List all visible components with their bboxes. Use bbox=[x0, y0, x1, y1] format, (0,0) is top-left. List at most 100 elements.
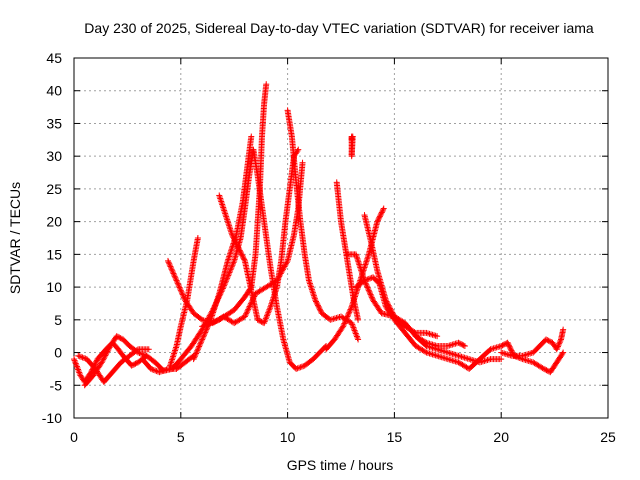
data-point bbox=[266, 306, 273, 313]
series-track-p bbox=[81, 333, 150, 389]
series-outliers bbox=[348, 133, 356, 160]
y-tick-label: -10 bbox=[42, 410, 62, 426]
data-point bbox=[261, 320, 268, 327]
data-point bbox=[540, 365, 547, 372]
data-point bbox=[163, 366, 170, 373]
data-point bbox=[241, 313, 248, 320]
data-point bbox=[355, 316, 362, 323]
data-point bbox=[178, 288, 185, 295]
data-point bbox=[236, 246, 243, 253]
data-point bbox=[342, 317, 349, 324]
data-point bbox=[179, 290, 186, 297]
data-point bbox=[228, 263, 235, 270]
data-point bbox=[100, 355, 107, 362]
data-point bbox=[153, 368, 160, 375]
y-tick-label: 40 bbox=[46, 83, 62, 99]
data-point bbox=[556, 339, 563, 346]
data-point bbox=[79, 354, 86, 361]
series-track-m bbox=[412, 333, 468, 349]
data-point bbox=[234, 242, 241, 249]
data-point bbox=[202, 328, 209, 335]
data-point bbox=[499, 342, 506, 349]
data-point bbox=[300, 363, 307, 370]
data-point bbox=[103, 351, 110, 358]
data-point bbox=[152, 367, 159, 374]
data-point bbox=[539, 365, 546, 372]
data-point bbox=[197, 339, 204, 346]
data-point bbox=[254, 316, 261, 323]
data-point bbox=[559, 350, 566, 357]
data-point bbox=[204, 321, 211, 328]
data-point bbox=[316, 305, 323, 312]
data-point bbox=[140, 351, 147, 358]
data-point bbox=[230, 259, 237, 266]
data-point bbox=[341, 320, 348, 327]
data-point bbox=[168, 266, 175, 273]
data-point bbox=[299, 159, 306, 166]
series-track-f bbox=[199, 81, 270, 330]
data-point bbox=[365, 275, 372, 282]
data-point bbox=[133, 348, 140, 355]
data-point bbox=[75, 366, 82, 373]
data-point bbox=[261, 318, 268, 325]
data-point bbox=[505, 341, 512, 348]
data-point bbox=[560, 349, 567, 356]
data-point bbox=[422, 338, 429, 345]
data-point bbox=[500, 341, 507, 348]
data-point bbox=[93, 358, 100, 365]
data-point bbox=[73, 362, 80, 369]
data-point bbox=[456, 340, 463, 347]
data-point bbox=[375, 279, 382, 286]
data-point bbox=[76, 369, 83, 376]
data-point bbox=[72, 359, 79, 366]
data-point bbox=[339, 324, 346, 331]
data-point bbox=[202, 329, 209, 336]
data-point bbox=[117, 335, 124, 342]
data-point bbox=[283, 259, 290, 266]
y-tick-label: 5 bbox=[54, 312, 62, 328]
data-point bbox=[557, 337, 564, 344]
data-point bbox=[543, 336, 550, 343]
data-point bbox=[195, 344, 202, 351]
data-point bbox=[458, 341, 465, 348]
data-point bbox=[194, 346, 201, 353]
data-point bbox=[265, 309, 272, 316]
data-point bbox=[348, 305, 355, 312]
data-point bbox=[508, 347, 515, 354]
data-point bbox=[194, 235, 201, 241]
data-point bbox=[102, 352, 109, 359]
data-point bbox=[455, 339, 462, 346]
data-point bbox=[237, 248, 244, 255]
data-point bbox=[347, 306, 354, 313]
data-point bbox=[143, 352, 150, 359]
x-axis-tick-labels: 0 5 10 15 20 25 bbox=[70, 429, 616, 445]
data-point bbox=[505, 342, 512, 349]
data-point bbox=[507, 346, 514, 353]
data-point bbox=[149, 366, 156, 373]
data-point bbox=[345, 310, 352, 317]
grid-lines bbox=[74, 58, 608, 418]
data-point bbox=[232, 238, 239, 245]
data-point bbox=[156, 369, 163, 376]
data-point bbox=[135, 349, 142, 356]
data-point bbox=[554, 344, 561, 351]
data-point bbox=[353, 331, 360, 338]
data-point bbox=[234, 243, 241, 250]
series-track-n bbox=[498, 326, 567, 359]
data-point bbox=[498, 356, 505, 363]
data-point bbox=[343, 314, 350, 321]
data-point bbox=[459, 341, 466, 348]
data-point bbox=[175, 283, 182, 290]
data-point bbox=[238, 250, 245, 257]
series-track-l bbox=[352, 274, 567, 376]
x-tick-label: 25 bbox=[600, 429, 616, 445]
data-point bbox=[247, 285, 254, 292]
data-point bbox=[377, 212, 384, 219]
data-point bbox=[365, 287, 372, 294]
data-point bbox=[230, 235, 237, 242]
data-point bbox=[200, 333, 207, 340]
data-point bbox=[75, 367, 82, 374]
data-point bbox=[196, 342, 203, 349]
data-point bbox=[196, 343, 203, 350]
data-point bbox=[378, 209, 385, 216]
